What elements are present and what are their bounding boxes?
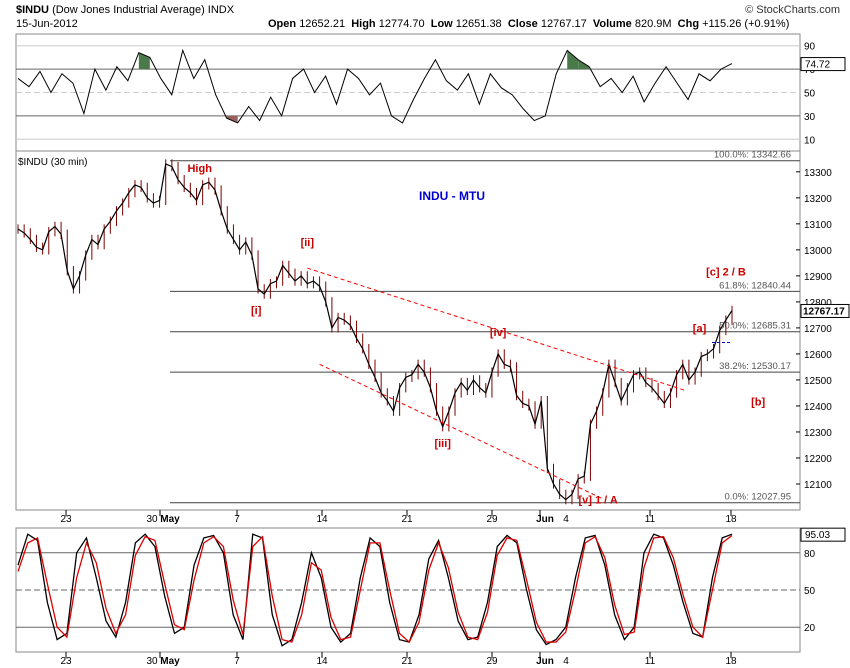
- price-tick-label: 12300: [804, 428, 832, 439]
- close-label: Close: [507, 18, 538, 30]
- fib-level-label: 50.0%: 12685.31: [719, 321, 791, 332]
- price-tick-label: 12400: [804, 402, 832, 413]
- price-tick-label: 12600: [804, 350, 832, 361]
- stoch-last-value: 95.03: [805, 530, 830, 541]
- channel-upper-line: [307, 267, 685, 391]
- price-tick-label: 12100: [804, 480, 832, 491]
- wave-label: [i]: [251, 305, 262, 317]
- header-title-line: $INDU (Dow Jones Industrial Average) IND…: [16, 4, 234, 16]
- channel-lower-line: [319, 363, 605, 501]
- rsi-tick-label: 90: [804, 42, 816, 53]
- high-label: High: [351, 18, 376, 30]
- date-tick-label: 14: [316, 514, 328, 525]
- wave-label: [iii]: [434, 438, 451, 450]
- date-tick-label: 29: [486, 656, 498, 667]
- date-tick-label: 29: [486, 514, 498, 525]
- date-tick-label: 11: [645, 514, 656, 525]
- date-tick-label: 30: [146, 514, 158, 525]
- chg-label: Chg: [677, 18, 700, 30]
- exchange: INDX: [207, 4, 235, 16]
- date-tick-label: 11: [645, 656, 656, 667]
- date-tick-label: 7: [234, 514, 240, 525]
- rsi-overbought-fill: [138, 52, 150, 70]
- low-value: 12651.38: [455, 18, 502, 30]
- wave-label: High: [187, 163, 212, 175]
- date-tick-label: 21: [401, 514, 413, 525]
- date-tick-label: 23: [60, 514, 72, 525]
- price-tick-label: 12500: [804, 376, 832, 387]
- brand-watermark: © StockCharts.com: [745, 4, 840, 16]
- rsi-tick-label: 10: [804, 135, 816, 146]
- price-line: [17, 163, 733, 501]
- price-tick-label: 13300: [804, 168, 832, 179]
- date-tick-label: May: [160, 656, 180, 667]
- fib-level-label: 100.0%: 13342.66: [714, 150, 791, 161]
- date-tick-label: 4: [563, 514, 569, 525]
- wave-label: [v] 1 / A: [578, 495, 617, 507]
- price-panel: 13300 13200 13100 13000 12900 12800 12700 12600…: [17, 150, 850, 507]
- date-tick-label: 7: [234, 656, 240, 667]
- price-last-value: 12767.17: [803, 306, 845, 317]
- price-tick-label: 12700: [804, 324, 832, 335]
- stoch-last-value-box: [800, 527, 846, 542]
- index-name: (Dow Jones Industrial Average): [52, 4, 205, 16]
- wave-label: [c] 2 / B: [706, 266, 746, 278]
- fib-level-label: 61.8%: 12840.44: [719, 280, 791, 291]
- rsi-line: [17, 48, 733, 124]
- rsi-panel: 907050301074.72: [16, 42, 846, 146]
- price-tick-label: 13100: [804, 220, 832, 231]
- price-panel-label: $INDU (30 min): [18, 157, 87, 168]
- stoch-tick-label: 20: [804, 623, 816, 634]
- price-tick-label: 12900: [804, 272, 832, 283]
- chart-title: INDU - MTU: [419, 189, 485, 203]
- close-value: 12767.17: [540, 18, 587, 30]
- price-tick-label: 12800: [804, 298, 832, 309]
- fib-level-label: 0.0%: 12027.95: [724, 492, 791, 503]
- rsi-last-value-box: [800, 57, 846, 72]
- date-tick-label: Jun: [536, 656, 554, 667]
- symbol: $INDU: [16, 4, 50, 16]
- date-tick-label: 18: [725, 656, 737, 667]
- open-value: 12652.21: [299, 18, 346, 30]
- wave-label: [iv]: [490, 327, 507, 339]
- high-value: 12774.70: [378, 18, 425, 30]
- wave-label: [a]: [693, 323, 707, 335]
- ohlc-summary: Open 12652.21 High 12774.70 Low 12651.38…: [268, 18, 789, 30]
- date-tick-label: 18: [725, 514, 737, 525]
- wave-label: [ii]: [301, 237, 315, 249]
- chg-value: +115.26 (+0.91%): [702, 18, 790, 30]
- date-axis: 23233030MayMay77141421212929JunJun441111…: [60, 510, 737, 667]
- date-tick-label: 14: [316, 656, 328, 667]
- rsi-tick-label: 30: [804, 112, 816, 123]
- date-tick-label: 23: [60, 656, 72, 667]
- price-last-value-box: [800, 303, 850, 318]
- rsi-overbought-fill: [567, 50, 579, 70]
- rsi-tick-label: 50: [804, 89, 816, 100]
- fib-level-label: 38.2%: 12530.17: [719, 361, 791, 372]
- volume-value: 820.9M: [634, 18, 672, 30]
- volume-label: Volume: [592, 18, 632, 30]
- date-tick-label: 21: [401, 656, 413, 667]
- low-label: Low: [430, 18, 453, 30]
- date-tick-label: Jun: [536, 514, 554, 525]
- rsi-oversold-fill: [226, 115, 238, 123]
- price-tick-label: 13000: [804, 246, 832, 257]
- open-label: Open: [268, 18, 297, 30]
- rsi-last-value: 74.72: [805, 60, 830, 71]
- price-tick-label: 12200: [804, 454, 832, 465]
- date-tick-label: 4: [563, 656, 569, 667]
- stoch-tick-label: 80: [804, 549, 816, 560]
- stoch-d-line: [17, 534, 733, 644]
- date-tick-label: 30: [146, 656, 158, 667]
- chart-date: 15-Jun-2012: [16, 18, 78, 30]
- wave-label: [b]: [751, 397, 765, 409]
- stochastic-panel: 80 50 20 95.03: [16, 527, 846, 647]
- date-tick-label: May: [160, 514, 180, 525]
- price-panel-frame: [15, 150, 801, 511]
- stoch-tick-label: 50: [804, 586, 816, 597]
- price-tick-label: 13200: [804, 194, 832, 205]
